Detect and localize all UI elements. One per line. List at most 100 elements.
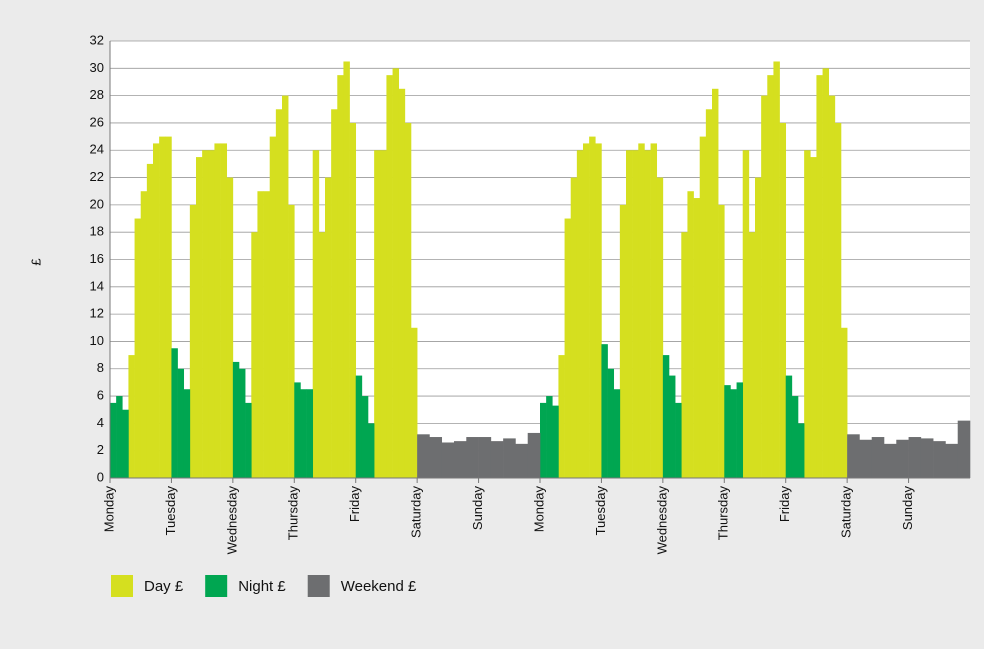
bar	[841, 327, 848, 478]
bar	[748, 232, 756, 478]
bar	[718, 204, 725, 478]
bar	[300, 389, 307, 478]
bar	[656, 177, 664, 478]
bar	[589, 136, 596, 478]
bar	[669, 375, 676, 478]
x-tick-label: Saturday	[839, 486, 854, 539]
bar	[349, 122, 357, 478]
bar	[429, 437, 443, 478]
bar	[779, 122, 787, 478]
bar	[361, 396, 369, 478]
bar	[583, 143, 590, 478]
bar	[171, 348, 178, 478]
bar	[957, 420, 971, 478]
y-tick-label: 10	[90, 333, 104, 348]
bar	[576, 150, 584, 478]
bar	[804, 150, 811, 478]
bar	[558, 355, 565, 478]
bar	[687, 191, 694, 478]
bar	[159, 136, 166, 478]
bar	[441, 442, 455, 478]
x-tick-label: Sunday	[900, 486, 915, 531]
x-tick-label: Saturday	[409, 486, 424, 539]
bar	[908, 437, 922, 478]
bar	[226, 177, 234, 478]
bar	[478, 437, 492, 478]
legend-swatch	[111, 575, 133, 597]
bar	[662, 355, 670, 478]
bar	[742, 150, 750, 478]
bar	[705, 109, 713, 478]
bar	[632, 150, 639, 478]
bar	[386, 75, 393, 478]
bar	[490, 441, 504, 478]
y-tick-label: 32	[90, 32, 104, 47]
bar	[675, 402, 682, 478]
x-tick-label: Wednesday	[654, 486, 669, 555]
bar	[613, 389, 621, 478]
y-tick-label: 6	[97, 388, 104, 403]
y-tick-label: 24	[90, 142, 104, 157]
bar	[540, 402, 547, 478]
bar	[128, 355, 135, 478]
x-tick-label: Thursday	[716, 486, 731, 541]
bar	[515, 443, 529, 478]
bar	[177, 368, 185, 478]
y-tick-label: 8	[97, 360, 104, 375]
bar	[153, 143, 160, 478]
bar	[810, 157, 817, 478]
bar	[859, 439, 873, 478]
legend-label: Day £	[144, 578, 184, 595]
bar	[411, 327, 418, 478]
bar	[767, 75, 774, 478]
bar	[404, 122, 412, 478]
bar	[755, 177, 762, 478]
bar	[275, 109, 283, 478]
bar	[699, 136, 707, 478]
bar	[140, 191, 148, 478]
bar	[822, 68, 830, 478]
bar	[251, 232, 258, 478]
y-tick-label: 22	[90, 169, 104, 184]
y-tick-label: 14	[90, 278, 104, 293]
y-tick-label: 20	[90, 196, 104, 211]
bar	[183, 389, 191, 478]
bar	[282, 95, 289, 478]
bar	[220, 143, 228, 478]
y-tick-label: 12	[90, 306, 104, 321]
x-tick-label: Thursday	[286, 486, 301, 541]
bar	[638, 143, 645, 478]
bar	[239, 368, 246, 478]
bar	[564, 218, 572, 478]
bar	[601, 344, 608, 478]
bar	[374, 150, 381, 478]
bar	[828, 95, 836, 478]
bar	[116, 396, 123, 478]
bar	[288, 204, 295, 478]
bar	[871, 437, 885, 478]
bar	[269, 136, 277, 478]
bar	[165, 136, 172, 478]
x-tick-label: Tuesday	[163, 486, 178, 536]
bar	[355, 375, 363, 478]
bar	[595, 143, 602, 478]
y-tick-label: 18	[90, 224, 104, 239]
bar	[398, 88, 406, 478]
y-tick-label: 0	[97, 469, 104, 484]
bar	[681, 232, 688, 478]
bar	[122, 409, 129, 478]
bar	[693, 198, 701, 478]
bar	[552, 405, 559, 478]
bar	[546, 396, 553, 478]
y-axis-label: £	[28, 258, 43, 266]
bar	[189, 204, 197, 478]
bar	[245, 402, 252, 478]
bar	[736, 382, 744, 478]
bar	[417, 434, 430, 478]
bar	[454, 441, 467, 478]
bar	[134, 218, 142, 478]
bar	[337, 75, 344, 478]
bar	[368, 423, 375, 478]
y-tick-label: 30	[90, 60, 104, 75]
